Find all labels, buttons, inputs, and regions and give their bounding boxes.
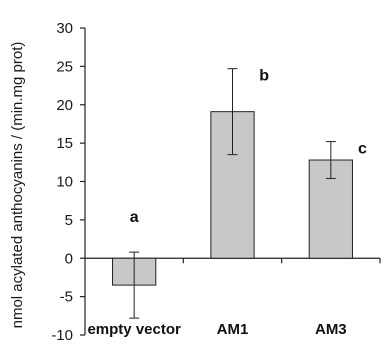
- y-tick-label: -5: [60, 289, 73, 306]
- y-tick-label: -10: [51, 327, 73, 344]
- y-tick-label: 15: [56, 135, 73, 152]
- bars-group: [112, 68, 353, 319]
- y-tick-label: 20: [56, 97, 73, 114]
- category-label: empty vector: [87, 321, 181, 338]
- y-tick-label: 5: [65, 212, 73, 229]
- significance-label: b: [259, 68, 269, 85]
- significance-label: c: [358, 141, 367, 158]
- category-label: AM1: [217, 321, 249, 338]
- y-tick-label: 25: [56, 58, 73, 75]
- category-label: AM3: [315, 321, 347, 338]
- y-axis-title: nmol acylated anthocyanins / (min.mg pro…: [9, 42, 26, 329]
- y-tick-label: 30: [56, 20, 73, 37]
- labels-group: a empty vector b AM1 c AM3: [87, 68, 367, 338]
- significance-label: a: [130, 209, 139, 226]
- y-tick-label: 10: [56, 174, 73, 191]
- y-tick-label: 0: [65, 250, 73, 267]
